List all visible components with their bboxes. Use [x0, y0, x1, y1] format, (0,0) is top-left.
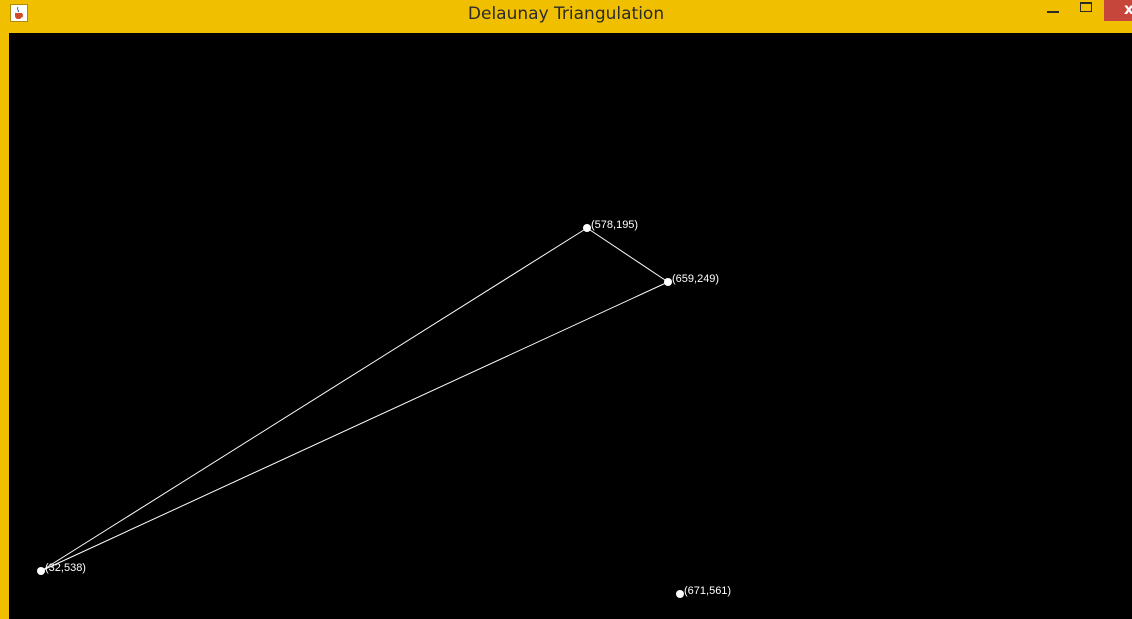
triangulation-svg: (578,195) (659,249) (32,538) (671,561)	[37, 219, 731, 598]
edge-p1-p3	[40, 227, 588, 572]
point-label-p1: (578,195)	[591, 219, 638, 231]
minimize-button[interactable]	[1040, 0, 1066, 22]
edge-p2-p3	[40, 281, 669, 572]
title-bar[interactable]: Delaunay Triangulation x	[0, 0, 1132, 31]
close-icon: x	[1124, 0, 1132, 18]
point-label-p4: (671,561)	[684, 585, 731, 597]
point-p4[interactable]	[676, 590, 684, 598]
point-p1[interactable]	[583, 224, 591, 232]
close-button[interactable]: x	[1104, 0, 1132, 21]
point-label-p3: (32,538)	[45, 562, 86, 574]
window-title: Delaunay Triangulation	[467, 4, 665, 24]
maximize-button[interactable]	[1072, 0, 1100, 22]
point-p2[interactable]	[664, 278, 672, 286]
maximize-icon	[1080, 2, 1092, 12]
java-cup-icon[interactable]	[10, 4, 28, 22]
point-label-p2: (659,249)	[672, 273, 719, 285]
point-p3[interactable]	[37, 567, 45, 575]
drawing-canvas[interactable]: (578,195) (659,249) (32,538) (671,561)	[9, 33, 1132, 619]
edge-p1-p2	[586, 227, 669, 283]
minimize-icon	[1047, 11, 1059, 13]
